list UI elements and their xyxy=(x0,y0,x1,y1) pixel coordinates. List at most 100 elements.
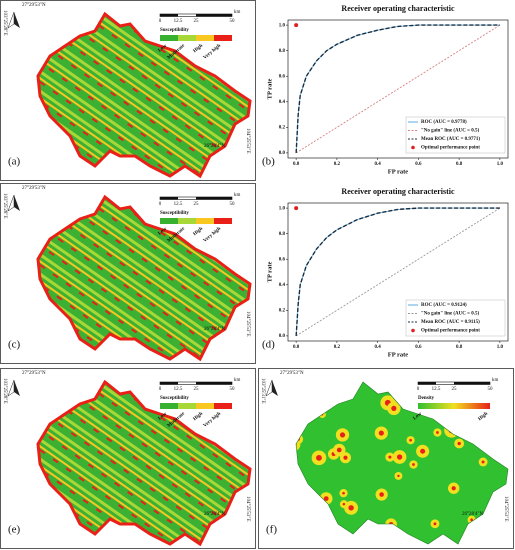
top-latitude: 27°29'53"N xyxy=(22,3,46,8)
density-hotspot xyxy=(451,486,456,491)
chart-title: Receiver operating characteristic xyxy=(341,187,455,196)
map-shape xyxy=(36,194,252,362)
x-tick-label: 1.0 xyxy=(497,345,504,350)
x-axis-label: FP rate xyxy=(388,168,409,175)
scale-label: 0 xyxy=(159,19,162,24)
bottom-latitude: 26°28'4"N xyxy=(204,327,225,332)
panel-frame xyxy=(0,0,256,181)
density-hotspot xyxy=(308,390,313,395)
x-tick-label: 0.6 xyxy=(415,162,422,167)
density-hotspot xyxy=(300,531,307,538)
density-hotspot xyxy=(396,454,403,460)
density-hotspot xyxy=(391,405,397,411)
right-longitude: 104°25'53"E xyxy=(245,496,250,522)
bottom-latitude: 26°28'4"N xyxy=(462,512,483,517)
legend-marker xyxy=(411,145,415,150)
roc-curve xyxy=(295,24,500,153)
panel-label: (a) xyxy=(8,156,21,168)
density-hotspot xyxy=(444,423,459,438)
x-axis-label: FP rate xyxy=(388,351,409,358)
density-hotspot xyxy=(481,460,485,464)
scale-label: 50 xyxy=(230,19,236,24)
legend-entry: Mean ROC (AUC = 0.9771) xyxy=(421,137,480,142)
scale-unit: km xyxy=(234,378,241,383)
roc-curve xyxy=(295,207,501,337)
panel-label: (e) xyxy=(8,524,21,536)
density-hotspot xyxy=(470,414,473,417)
north-arrow-half xyxy=(7,194,15,212)
map-outline xyxy=(295,381,509,545)
density-hotspot xyxy=(296,438,301,451)
legend-swatch xyxy=(214,35,232,41)
x-tick-label: 0.2 xyxy=(334,162,341,167)
density-hotspot xyxy=(409,438,412,442)
panel-frame xyxy=(258,368,514,549)
optimal-point xyxy=(294,23,299,28)
legend-swatch xyxy=(214,403,232,409)
top-latitude: 27°29'53"N xyxy=(280,371,304,376)
legend-entry: Optimal performance point xyxy=(421,329,480,334)
plot-frame xyxy=(287,19,509,159)
legend-swatch xyxy=(178,218,196,224)
legend-title: Susceptibility xyxy=(160,396,189,401)
scale-bar-segment xyxy=(196,382,232,385)
y-tick-label: 1.0 xyxy=(279,206,286,211)
legend-swatch xyxy=(196,35,214,41)
density-hotspot xyxy=(388,455,392,459)
y-tick-label: 0.6 xyxy=(279,257,286,262)
legend-gradient xyxy=(418,403,490,409)
x-tick-label: 1.0 xyxy=(497,162,504,167)
legend-label: High xyxy=(193,226,204,237)
scale-label: 12.5 xyxy=(174,387,183,392)
scale-bar-segment xyxy=(160,14,178,17)
x-tick-label: 0.4 xyxy=(375,162,382,167)
scale-unit: km xyxy=(234,193,241,198)
x-tick-label: 0.8 xyxy=(456,162,463,167)
density-hotspot xyxy=(342,502,346,506)
scale-label: 25 xyxy=(194,387,200,392)
left-longitude: 103°25'31"E xyxy=(260,378,265,404)
legend-marker xyxy=(411,328,415,333)
density-hotspot xyxy=(420,448,426,454)
panel-frame xyxy=(0,183,256,364)
top-latitude: 27°29'53"N xyxy=(22,371,46,376)
legend-swatch xyxy=(160,403,178,409)
scale-bar-segment xyxy=(160,382,178,385)
legend-box xyxy=(405,116,506,154)
y-tick-label: 0.6 xyxy=(279,74,286,79)
scale-bar-segment xyxy=(454,382,490,385)
legend-swatch xyxy=(160,35,178,41)
bottom-latitude: 26°28'4"N xyxy=(204,144,225,149)
map-panel: 27°29'53"N 103°25'28"E 26°28'4"N 104°25'53"… xyxy=(0,368,256,549)
legend-swatch xyxy=(214,218,232,224)
north-arrow-half xyxy=(7,11,15,29)
north-arrow-half xyxy=(265,379,273,397)
density-hotspot xyxy=(342,491,345,495)
legend-title: Density xyxy=(418,396,435,401)
y-tick-label: 0.8 xyxy=(279,232,286,237)
density-hotspot xyxy=(348,505,354,511)
y-tick-label: 0.2 xyxy=(279,125,286,130)
left-longitude: 103°25'28"E xyxy=(2,10,7,36)
map-area xyxy=(36,194,252,362)
density-hotspot xyxy=(307,523,313,528)
density-hotspot xyxy=(433,522,437,526)
legend-swatch xyxy=(178,35,196,41)
legend-label: Low xyxy=(158,43,169,53)
scale-unit: km xyxy=(492,378,499,383)
density-hotspot xyxy=(304,386,317,398)
scale-label: 0 xyxy=(159,202,162,207)
panel-label: (c) xyxy=(8,339,21,351)
plot-frame xyxy=(287,202,509,342)
y-axis-label: TP rate xyxy=(266,262,273,283)
density-hotspot xyxy=(339,432,346,438)
x-tick-label: 0.4 xyxy=(375,345,382,350)
map-area xyxy=(36,11,252,179)
right-longitude: 104°25'53"E xyxy=(245,128,250,154)
legend-label: Very high xyxy=(203,43,222,60)
scale-label: 0 xyxy=(417,387,420,392)
y-tick-label: 0.0 xyxy=(279,334,286,339)
panel-frame xyxy=(0,368,256,549)
x-tick-label: 0.2 xyxy=(334,345,341,350)
